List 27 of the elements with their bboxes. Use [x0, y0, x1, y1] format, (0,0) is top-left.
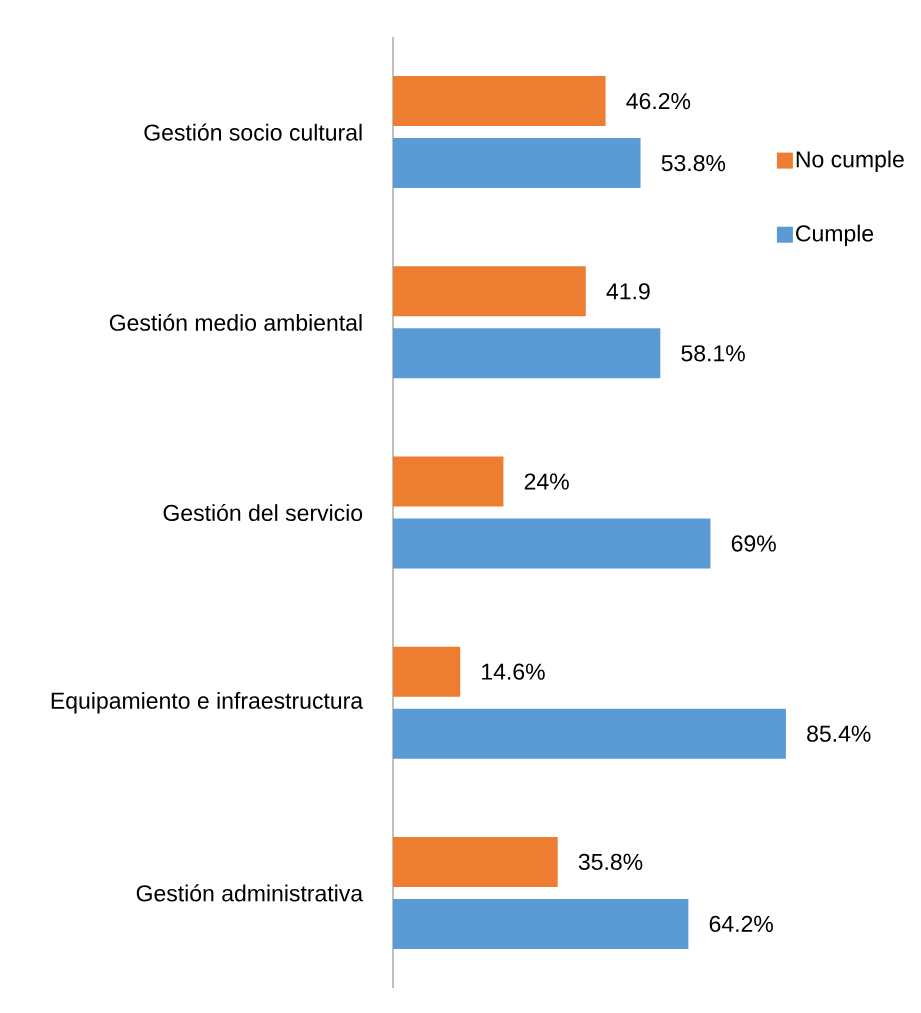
data-label: 85.4%: [807, 725, 871, 742]
legend-label: No cumple: [796, 150, 904, 172]
data-label: 69%: [731, 535, 776, 552]
y-tick-label: Gestión del servicio: [163, 503, 363, 522]
bar: [393, 76, 606, 127]
y-tick-label: Gestión administrativa: [136, 884, 364, 902]
bar: [393, 708, 786, 759]
bar: [393, 266, 586, 317]
bar: [393, 328, 661, 379]
y-tick-label: Gestión socio cultural: [144, 123, 362, 141]
data-label: 53.8%: [661, 154, 726, 172]
data-label: 46.2%: [626, 92, 691, 110]
legend-label: Cumple: [796, 224, 874, 247]
bar: [393, 456, 504, 507]
data-label: 14.6%: [482, 663, 545, 680]
y-tick-label: Gestión medio ambiental: [109, 313, 362, 331]
data-label: 35.8%: [578, 853, 643, 871]
data-label: 58.1%: [681, 345, 745, 362]
bar: [393, 138, 641, 189]
y-tick-label: Equipamiento e infraestructura: [51, 691, 364, 714]
bar: [393, 518, 711, 569]
bar: [393, 646, 461, 697]
data-label: 24%: [524, 473, 569, 490]
data-label: 64.2%: [709, 915, 773, 933]
bar: [393, 898, 689, 949]
bar: [393, 836, 558, 887]
data-label: 41.9: [606, 283, 650, 300]
